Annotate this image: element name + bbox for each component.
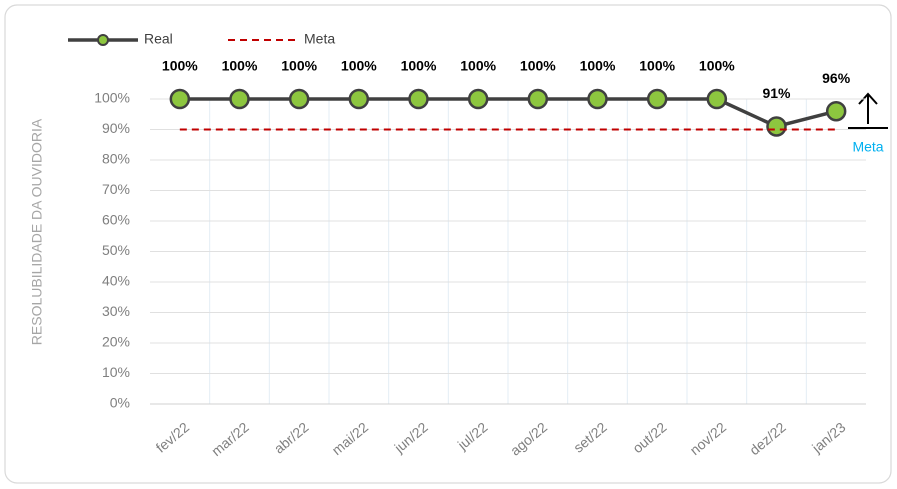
y-tick-label: 50% [102, 242, 130, 258]
data-point [467, 88, 489, 110]
meta-annotation: Meta [848, 92, 888, 155]
data-point [408, 88, 429, 110]
data-label: 96% [822, 70, 851, 86]
data-label: 100% [162, 58, 198, 74]
y-tick-label: 70% [102, 181, 130, 197]
y-tick-label: 90% [102, 120, 130, 136]
data-point [229, 88, 250, 110]
legend-marker [97, 34, 109, 46]
y-tick-label: 20% [102, 334, 130, 350]
y-tick-label: 60% [102, 212, 130, 228]
data-label: 100% [639, 58, 675, 74]
annotation-arrow-head [858, 92, 878, 105]
data-label: 100% [460, 58, 496, 74]
y-tick-label: 100% [94, 90, 130, 106]
data-label: 100% [341, 58, 377, 74]
data-point [587, 88, 608, 110]
data-point [288, 88, 310, 110]
data-label: 100% [222, 58, 258, 74]
data-point [766, 116, 787, 137]
legend-label: Meta [304, 31, 335, 47]
data-label: 100% [520, 58, 556, 74]
data-label: 100% [281, 58, 317, 74]
data-point [706, 88, 728, 110]
data-label: 100% [699, 58, 735, 74]
data-point [825, 100, 847, 122]
data-point [646, 88, 668, 110]
y-tick-label: 10% [102, 364, 130, 380]
data-label: 100% [401, 58, 437, 74]
data-point [169, 88, 191, 110]
legend-label: Real [144, 31, 173, 47]
data-label: 91% [762, 85, 791, 101]
y-tick-label: 0% [110, 395, 130, 411]
y-tick-label: 40% [102, 273, 130, 289]
data-point [527, 88, 549, 110]
y-axis-title: RESOLUBILIDADE DA OUVIDORIA [29, 118, 45, 345]
annotation-text: Meta [852, 139, 883, 155]
y-tick-label: 30% [102, 303, 130, 319]
y-tick-label: 80% [102, 151, 130, 167]
data-point [348, 88, 370, 110]
data-label: 100% [580, 58, 616, 74]
